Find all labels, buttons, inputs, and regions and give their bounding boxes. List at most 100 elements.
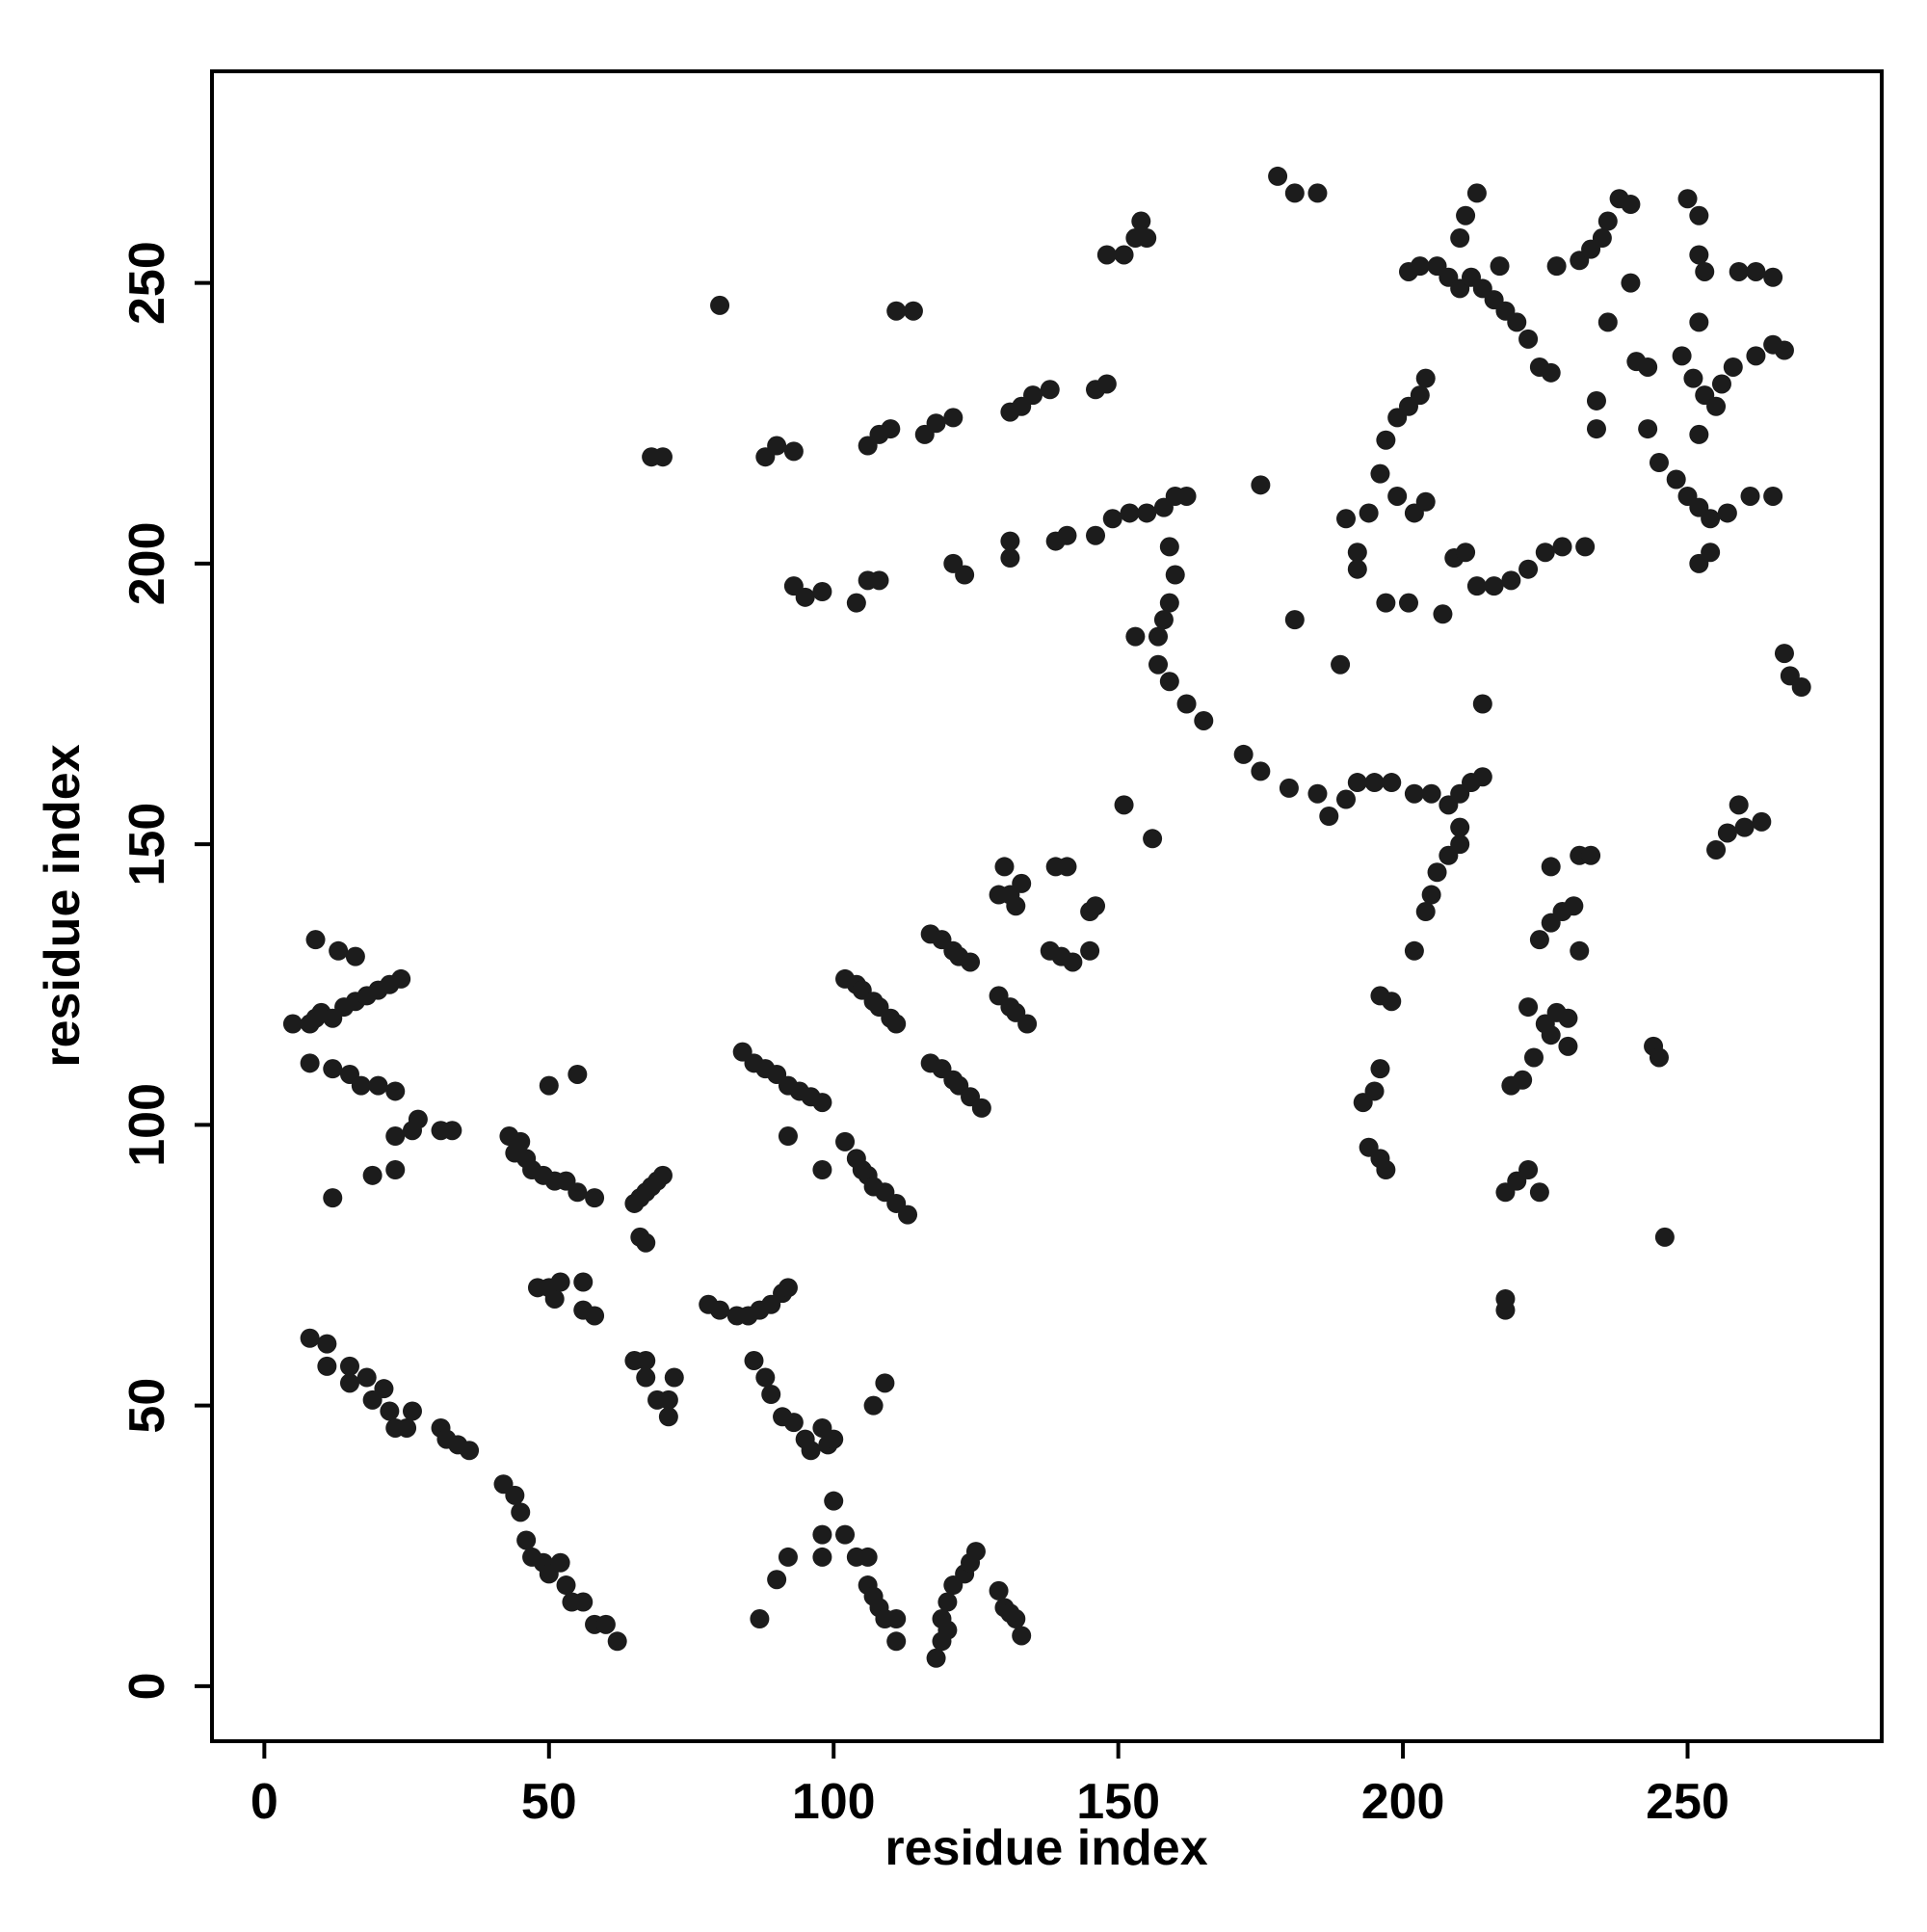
point [1621, 195, 1641, 215]
point [1404, 783, 1424, 804]
point [402, 1401, 422, 1421]
point [783, 441, 804, 462]
point [989, 1580, 1009, 1601]
point [1746, 346, 1766, 366]
point [1251, 761, 1271, 781]
point [282, 1014, 303, 1034]
point [1006, 896, 1026, 916]
point [1717, 823, 1737, 843]
point [1597, 211, 1618, 231]
point [1159, 537, 1179, 557]
point [317, 1356, 337, 1376]
point [1621, 273, 1641, 293]
point [1307, 783, 1328, 804]
point [380, 1401, 400, 1421]
point [1706, 839, 1727, 860]
point [1701, 543, 1721, 563]
point [1518, 1159, 1539, 1179]
point [1541, 362, 1561, 383]
point [1148, 654, 1169, 675]
point [573, 1592, 594, 1612]
point [1695, 261, 1715, 281]
point [1353, 1093, 1373, 1113]
point [1131, 211, 1151, 231]
point [1057, 857, 1077, 877]
point [943, 408, 964, 428]
point [1233, 744, 1254, 764]
point [1541, 1025, 1561, 1045]
point [1370, 463, 1390, 484]
point [1143, 829, 1163, 849]
point [1148, 626, 1169, 647]
point [1376, 430, 1396, 450]
point [744, 1351, 764, 1371]
point [898, 1204, 918, 1225]
point [886, 1609, 907, 1629]
point [1763, 267, 1783, 287]
point [356, 1367, 377, 1388]
point [903, 301, 923, 321]
point [1398, 593, 1418, 613]
point [1159, 672, 1179, 692]
point [300, 1328, 320, 1348]
point [1740, 486, 1760, 506]
point [408, 1109, 428, 1129]
point [875, 1373, 895, 1393]
point [1466, 576, 1487, 596]
point [351, 1075, 371, 1096]
point [1701, 509, 1721, 529]
point [812, 1093, 832, 1113]
point [511, 1502, 531, 1522]
point [1176, 486, 1197, 506]
point [767, 436, 787, 456]
point [1456, 543, 1476, 563]
point [886, 1631, 907, 1652]
point [1376, 1159, 1396, 1179]
point [1558, 1008, 1578, 1028]
point [1279, 778, 1299, 798]
point [1472, 767, 1492, 787]
point [1729, 795, 1749, 815]
point [1495, 1300, 1516, 1320]
point [1456, 205, 1476, 225]
point [1012, 1626, 1032, 1646]
point [1433, 604, 1453, 624]
point [710, 1300, 730, 1320]
point [1575, 537, 1596, 557]
point [778, 1126, 798, 1147]
point [812, 1547, 832, 1567]
point [1734, 817, 1755, 837]
point [323, 1188, 343, 1208]
point [442, 1121, 462, 1141]
point [1689, 424, 1709, 444]
point [1501, 570, 1521, 591]
point [1057, 525, 1077, 545]
point [1017, 1014, 1038, 1034]
point [858, 1547, 878, 1567]
point [1421, 885, 1441, 905]
point [1689, 312, 1709, 332]
point [846, 593, 866, 613]
x-tick-label: 100 [792, 1774, 876, 1830]
point [1523, 1047, 1544, 1068]
point [1080, 940, 1100, 961]
point [1518, 329, 1539, 349]
point [1176, 694, 1197, 714]
point [926, 1648, 946, 1668]
point [971, 1098, 991, 1118]
point [1404, 940, 1424, 961]
point [926, 413, 946, 434]
point [1552, 537, 1572, 557]
point [550, 1272, 570, 1292]
point [505, 1143, 525, 1163]
point [385, 1126, 406, 1147]
point [1666, 469, 1686, 490]
point [1717, 503, 1737, 523]
point [1040, 380, 1060, 400]
point [1137, 503, 1157, 523]
y-tick-label: 100 [119, 1083, 175, 1167]
point [1159, 593, 1179, 613]
point [761, 1385, 781, 1405]
point [1096, 245, 1117, 265]
